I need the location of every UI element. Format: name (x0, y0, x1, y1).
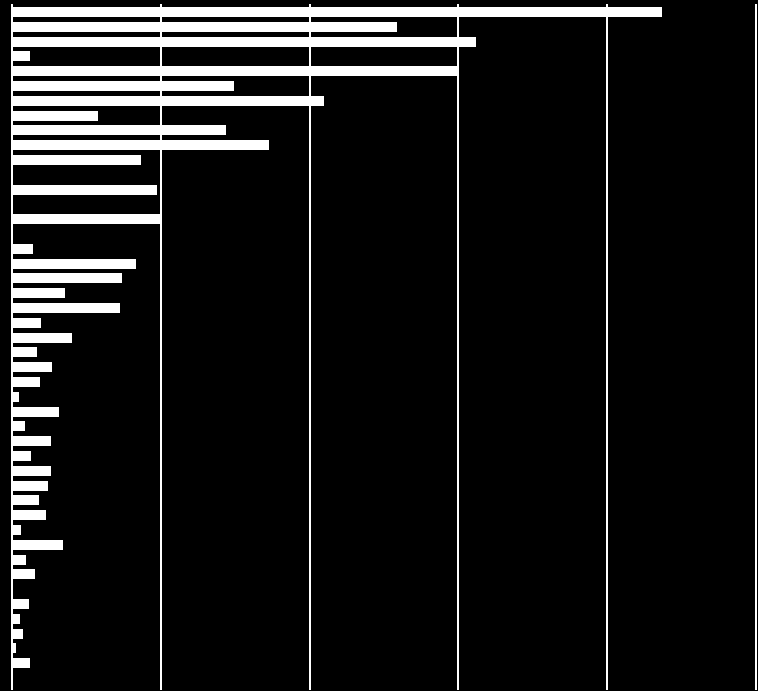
x-gridline (755, 4, 757, 682)
bar (12, 244, 33, 254)
bar (12, 569, 35, 579)
bar (12, 81, 234, 91)
bar (12, 599, 29, 609)
x-gridline (606, 4, 608, 682)
bar (12, 37, 476, 47)
x-tick (160, 682, 162, 690)
bar (12, 629, 23, 639)
bar (12, 614, 20, 624)
bar (12, 259, 136, 269)
bar (12, 451, 31, 461)
bar (12, 377, 40, 387)
bar (12, 525, 21, 535)
bar (12, 510, 46, 520)
bar (12, 362, 52, 372)
bar (12, 421, 25, 431)
bar (12, 555, 26, 565)
bar (12, 333, 72, 343)
bar (12, 318, 41, 328)
bar (12, 7, 662, 17)
bar (12, 66, 457, 76)
bar (12, 111, 98, 121)
bar (12, 658, 30, 668)
horizontal-bar-chart (0, 0, 758, 691)
bar (12, 273, 122, 283)
bar (12, 214, 162, 224)
bar (12, 584, 13, 594)
x-tick (309, 682, 311, 690)
x-tick (457, 682, 459, 690)
bar (12, 125, 226, 135)
bar (12, 643, 16, 653)
bar (12, 51, 30, 61)
x-tick (11, 682, 13, 690)
bar (12, 481, 48, 491)
bar (12, 96, 324, 106)
bar (12, 392, 19, 402)
bar (12, 185, 157, 195)
x-gridline (457, 4, 459, 682)
bar (12, 347, 37, 357)
bar (12, 436, 51, 446)
bar (12, 303, 120, 313)
bar (12, 407, 59, 417)
bar (12, 140, 269, 150)
bar (12, 155, 141, 165)
bar (12, 22, 397, 32)
bar (12, 495, 39, 505)
bar (12, 466, 51, 476)
x-tick (755, 682, 757, 690)
bar (12, 288, 65, 298)
bar (12, 540, 63, 550)
x-tick (606, 682, 608, 690)
